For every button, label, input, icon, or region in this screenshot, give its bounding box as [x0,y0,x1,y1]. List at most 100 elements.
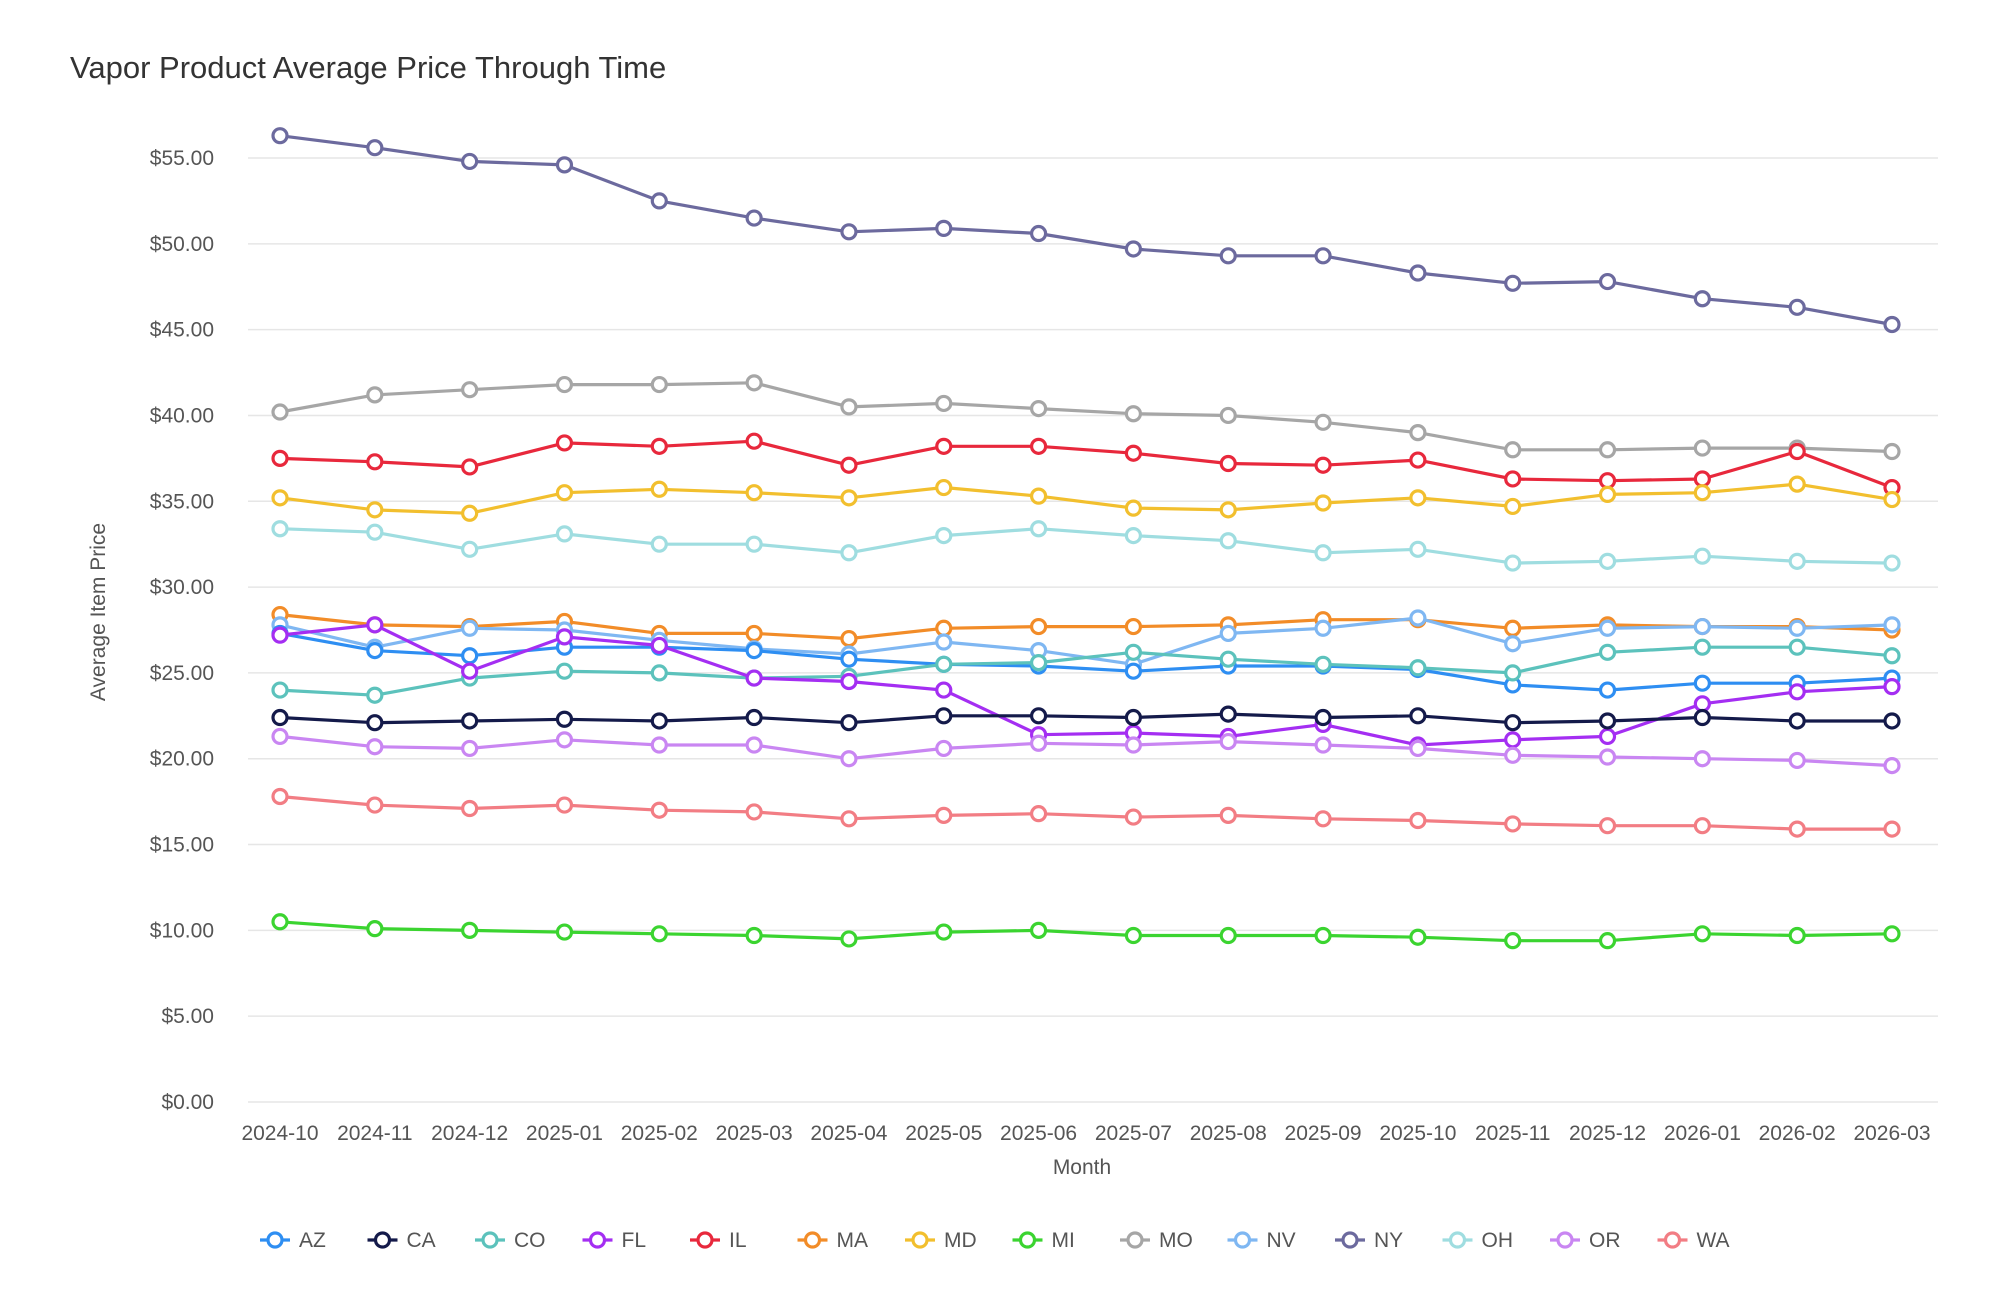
data-point[interactable] [461,540,479,558]
data-point[interactable] [366,386,384,404]
data-point[interactable] [1883,554,1901,572]
data-point[interactable] [1788,619,1806,637]
data-point[interactable] [1219,532,1237,550]
data-point[interactable] [1314,413,1332,431]
data-point[interactable] [1883,756,1901,775]
data-point[interactable] [840,810,858,828]
data-point[interactable] [366,686,384,704]
data-point[interactable] [461,662,479,680]
data-point[interactable] [271,681,289,699]
data-point[interactable] [1029,224,1048,243]
data-point[interactable] [1219,454,1237,473]
data-point[interactable] [1693,925,1711,943]
data-point[interactable] [1409,739,1427,758]
data-point[interactable] [555,525,574,543]
data-point[interactable] [1409,451,1427,469]
data-point[interactable] [1409,264,1427,282]
data-point[interactable] [935,707,953,725]
data-point[interactable] [840,750,858,768]
data-point[interactable] [1693,708,1711,727]
data-point[interactable] [935,655,953,673]
data-point[interactable] [555,434,574,452]
legend-item-nv[interactable]: NV [1227,1229,1296,1252]
data-point[interactable] [1409,609,1427,627]
data-point[interactable] [1314,494,1332,512]
data-point[interactable] [745,926,763,945]
data-point[interactable] [366,616,384,634]
data-point[interactable] [935,526,953,545]
data-point[interactable] [366,920,384,938]
data-point[interactable] [1598,619,1617,637]
data-point[interactable] [935,394,953,413]
legend-item-co[interactable]: CO [475,1229,546,1252]
data-point[interactable] [1409,659,1427,677]
data-point[interactable] [271,727,289,746]
legend-item-fl[interactable]: FL [582,1229,647,1252]
data-point[interactable] [1598,817,1617,835]
data-point[interactable] [555,731,574,749]
data-point[interactable] [1124,736,1143,754]
data-point[interactable] [650,736,668,754]
data-point[interactable] [1504,274,1522,292]
data-point[interactable] [1029,399,1048,418]
data-point[interactable] [555,375,574,394]
data-point[interactable] [650,664,668,682]
legend-item-az[interactable]: AZ [260,1229,326,1252]
data-point[interactable] [1409,424,1427,442]
data-point[interactable] [1029,805,1048,823]
data-point[interactable] [1124,808,1143,826]
data-point[interactable] [1788,926,1806,945]
data-point[interactable] [1504,554,1522,572]
data-point[interactable] [745,669,763,687]
data-point[interactable] [840,544,858,562]
data-point[interactable] [1598,441,1617,459]
data-point[interactable] [271,127,289,145]
data-point[interactable] [1124,499,1143,517]
data-point[interactable] [366,738,384,756]
data-point[interactable] [1124,662,1143,680]
data-point[interactable] [1124,526,1143,545]
data-point[interactable] [366,796,384,814]
data-point[interactable] [840,714,858,732]
data-point[interactable] [650,712,668,730]
data-point[interactable] [1788,638,1806,656]
data-point[interactable] [271,913,289,931]
data-point[interactable] [840,398,858,416]
data-point[interactable] [1883,712,1901,730]
data-point[interactable] [1788,552,1806,570]
data-point[interactable] [1693,817,1711,835]
data-point[interactable] [461,381,479,399]
data-point[interactable] [555,923,574,941]
data-point[interactable] [1504,815,1522,833]
data-point[interactable] [1788,751,1806,770]
data-point[interactable] [1693,617,1711,636]
data-point[interactable] [1504,635,1522,653]
data-point[interactable] [1693,547,1711,565]
data-point[interactable] [1883,442,1901,461]
legend-item-wa[interactable]: WA [1657,1229,1730,1252]
data-point[interactable] [461,712,479,730]
legend-item-md[interactable]: MD [905,1229,977,1252]
data-point[interactable] [366,501,384,519]
data-point[interactable] [1883,925,1901,943]
data-point[interactable] [461,799,479,818]
legend-item-mo[interactable]: MO [1120,1229,1193,1252]
legend-item-oh[interactable]: OH [1442,1229,1514,1252]
data-point[interactable] [1219,705,1237,723]
data-point[interactable] [1788,820,1806,838]
data-point[interactable] [935,478,953,497]
data-point[interactable] [1314,619,1332,637]
data-point[interactable] [1788,475,1806,493]
data-point[interactable] [1598,272,1617,291]
data-point[interactable] [1504,731,1522,749]
data-point[interactable] [1693,484,1711,502]
data-point[interactable] [650,535,668,553]
data-point[interactable] [840,672,858,691]
data-point[interactable] [1314,655,1332,673]
data-point[interactable] [1598,472,1617,490]
data-point[interactable] [935,437,953,455]
legend-item-or[interactable]: OR [1550,1229,1621,1252]
data-point[interactable] [1124,708,1143,727]
legend-item-ca[interactable]: CA [367,1229,436,1252]
data-point[interactable] [745,736,763,754]
